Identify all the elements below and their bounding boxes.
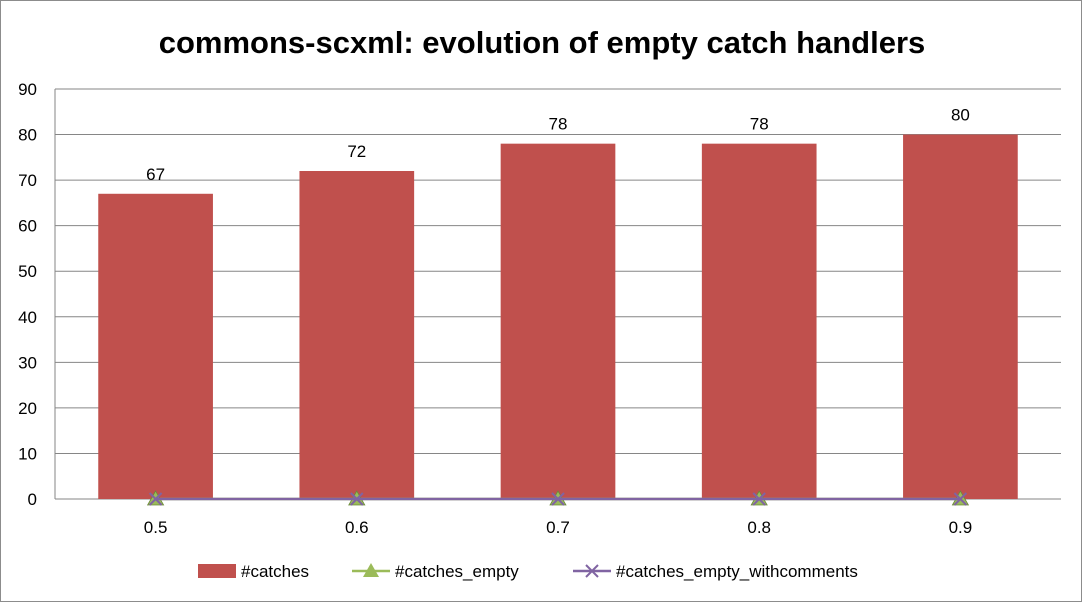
bar-0.8 (701, 143, 817, 499)
chart-title: commons-scxml: evolution of empty catch … (159, 25, 926, 60)
y-tick-label: 20 (18, 399, 37, 418)
x-tick-label: 0.6 (345, 518, 369, 537)
x-tick-label: 0.7 (546, 518, 570, 537)
legend-marker-triangle (363, 563, 379, 577)
legend-swatch-bar (198, 564, 236, 578)
marker-x-0.9 (953, 492, 968, 506)
data-label-0.9: 80 (951, 106, 970, 125)
x-tick-label: 0.8 (747, 518, 771, 537)
y-tick-label: 80 (18, 126, 37, 145)
y-tick-label: 50 (18, 262, 37, 281)
bar-0.5 (98, 193, 213, 499)
y-tick-label: 70 (18, 171, 37, 190)
y-axis-ticks: 0 10 20 30 40 50 60 70 80 90 (18, 80, 37, 509)
bar-0.6 (299, 171, 415, 499)
bar-0.7 (500, 143, 616, 499)
y-tick-label: 60 (18, 217, 37, 236)
data-label-0.6: 72 (347, 142, 366, 161)
y-tick-label: 90 (18, 80, 37, 99)
legend-label: #catches_empty (395, 562, 519, 581)
data-label-0.7: 78 (549, 115, 568, 134)
y-tick-label: 30 (18, 353, 37, 372)
x-tick-label: 0.9 (949, 518, 973, 537)
data-label-0.5: 67 (146, 165, 165, 184)
x-tick-label: 0.5 (144, 518, 168, 537)
legend-label: #catches (241, 562, 309, 581)
legend-marker-x (585, 564, 599, 578)
bar-0.9 (903, 134, 1018, 500)
y-tick-label: 40 (18, 308, 37, 327)
line-series (146, 490, 970, 506)
x-axis-ticks: 0.5 0.6 0.7 0.8 0.9 (144, 518, 972, 537)
data-label-0.8: 78 (750, 115, 769, 134)
legend-label: #catches_empty_withcomments (616, 562, 858, 581)
legend: #catches #catches_empty #catches_empty_wit… (198, 562, 858, 581)
y-tick-label: 0 (28, 490, 37, 509)
marker-x-0.5 (148, 492, 163, 506)
y-tick-label: 10 (18, 444, 37, 463)
marker-x-0.8 (752, 492, 766, 506)
marker-x-0.7 (551, 492, 565, 506)
bar-series: 67 72 78 78 80 (98, 106, 1018, 500)
marker-x-0.6 (350, 492, 364, 506)
